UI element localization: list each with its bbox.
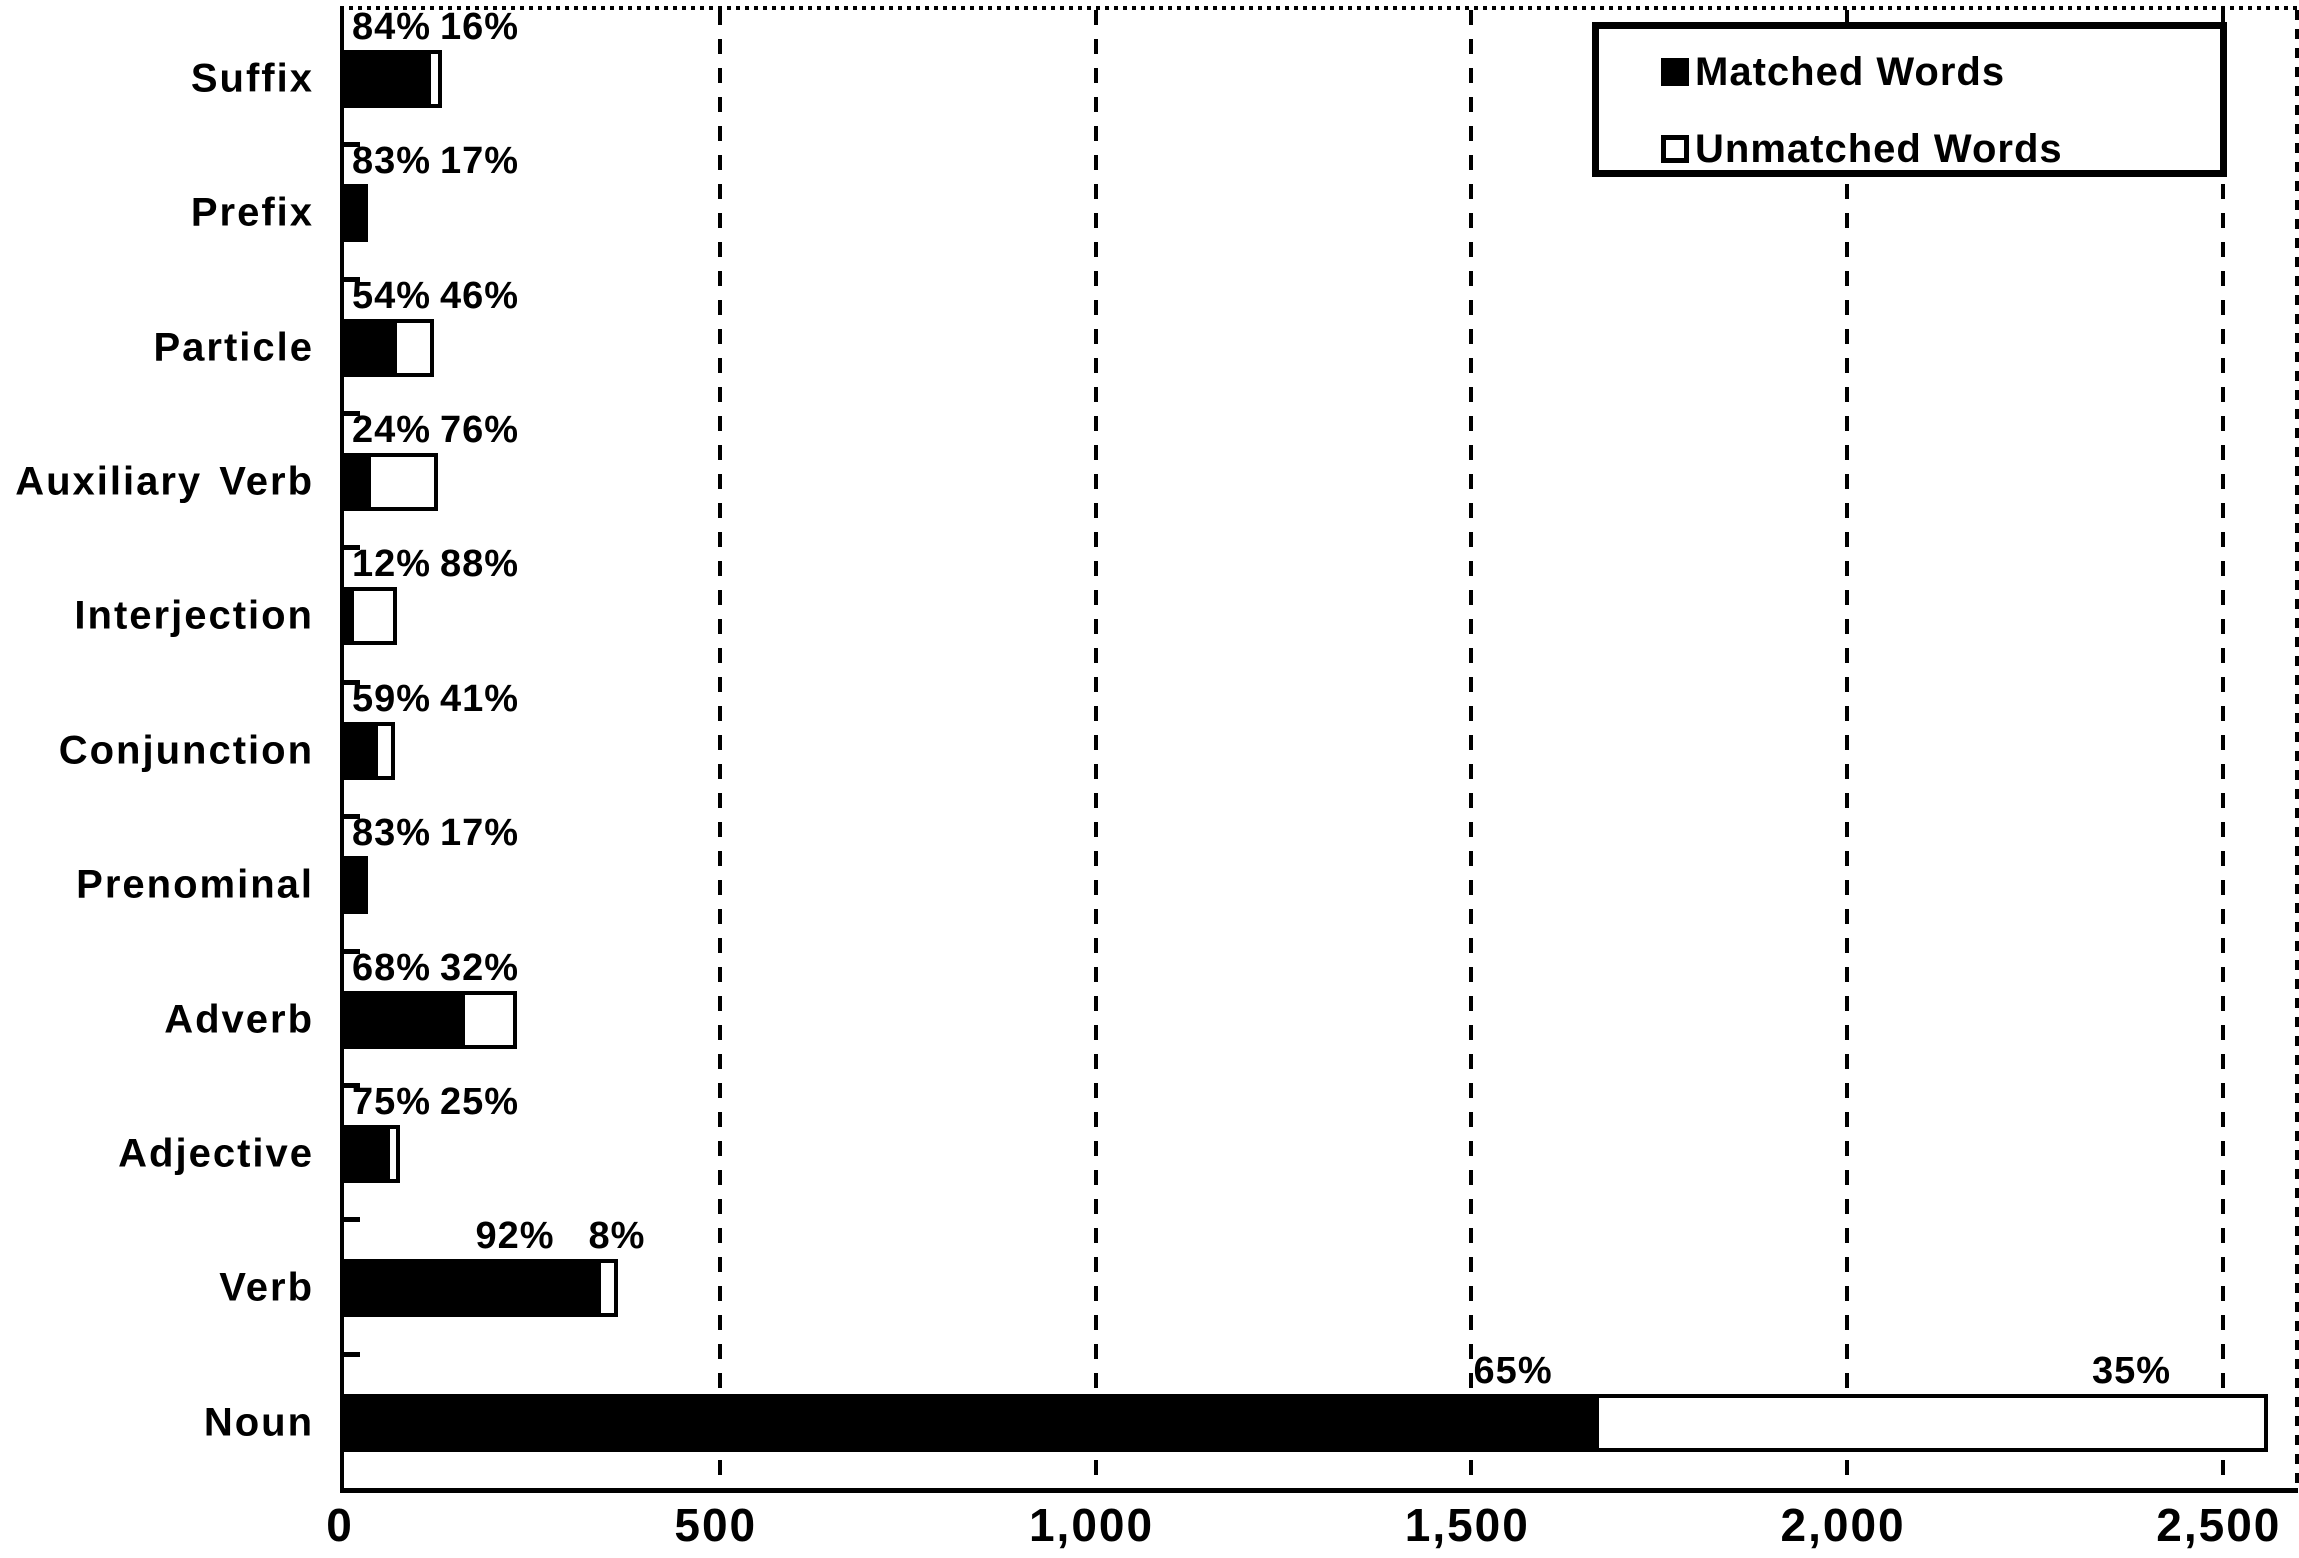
bar-percent-label-unmatched: 17% [440,140,520,183]
bar-percent-label-unmatched: 8% [588,1215,646,1258]
bar-percent-label-unmatched: 41% [440,677,520,720]
matched-bar-segment [344,453,367,512]
bar-percent-label-matched: 84% [352,6,432,48]
bar-percent-label-matched: 75% [352,1080,432,1123]
bar-percent-label-unmatched: 16% [440,6,520,48]
matched-bar-segment [344,990,462,1049]
unmatched-bar-segment [386,1124,401,1183]
gridline-2000 [1845,10,1850,1488]
bar-percent-label-matched: 24% [352,409,432,452]
y-axis-tick [342,679,360,685]
category-label-verb: Verb [219,1265,314,1310]
y-axis-tick [342,1217,360,1223]
category-label-prefix: Prefix [190,190,314,235]
bar-percent-label-matched: 83% [352,812,432,855]
x-axis-label-0: 0 [326,1499,354,1551]
bar-percent-label-unmatched: 25% [440,1080,520,1123]
bar-percent-label-unmatched: 35% [2091,1349,2171,1392]
matched-bar-segment [344,856,360,915]
matched-bar-segment [344,587,350,646]
y-axis-tick [342,411,360,417]
bar-percent-label-matched: 68% [352,946,432,989]
plot-right-border [2295,10,2299,1488]
unmatched-bar-segment [350,587,397,646]
bar-percent-label-matched: 59% [352,677,432,720]
category-label-adverb: Adverb [164,997,314,1042]
bar-percent-label-unmatched: 32% [440,946,520,989]
x-axis-label-500: 500 [674,1499,758,1551]
unmatched-swatch-icon [1661,135,1689,163]
matched-bar-segment [344,1393,1595,1452]
unmatched-bar-segment [426,50,443,108]
matched-bar-segment [344,721,375,780]
y-axis-tick [342,142,360,148]
unmatched-bar-segment [392,318,435,377]
category-label-particle: Particle [153,325,314,370]
unmatched-bar-segment [1594,1393,2268,1452]
matched-bar-segment [344,184,360,243]
bar-percent-label-matched: 54% [352,274,432,317]
legend-label-unmatched: Unmatched Words [1695,127,2063,171]
x-axis-label-1,500: 1,500 [1404,1499,1530,1551]
gridline-1500 [1469,10,1474,1488]
bar-percent-label-matched: 65% [1473,1349,1553,1392]
gridline-2500 [2220,10,2225,1488]
category-label-interjection: Interjection [74,593,314,638]
bar-percent-label-unmatched: 76% [440,409,520,452]
matched-swatch-icon [1661,58,1689,86]
legend: Matched Words Unmatched Words [1592,22,2227,177]
unmatched-bar-segment [596,1259,619,1318]
matched-bar-segment [344,318,393,377]
y-axis-tick [342,1351,360,1357]
bar-percent-label-matched: 83% [352,140,432,183]
x-axis-label-2,500: 2,500 [2156,1499,2282,1551]
legend-label-matched: Matched Words [1695,50,2006,94]
gridline-1000 [1093,10,1098,1488]
bar-percent-label-unmatched: 17% [440,812,520,855]
y-axis-tick [342,545,360,551]
matched-bar-segment [344,1259,597,1318]
bar-percent-label-unmatched: 88% [440,543,520,586]
bar-percent-label-unmatched: 46% [440,274,520,317]
bar-percent-label-matched: 12% [352,543,432,586]
legend-item-matched: Matched Words [1661,50,2006,94]
y-axis-tick [342,276,360,282]
category-label-suffix: Suffix [190,56,314,101]
x-axis-label-2,000: 2,000 [1780,1499,1906,1551]
category-label-adjective: Adjective [118,1131,314,1176]
unmatched-bar-segment [359,184,368,243]
gridline-500 [717,10,722,1488]
y-axis-tick [342,1082,360,1088]
unmatched-bar-segment [359,856,368,915]
matched-bar-segment [344,50,427,108]
plot-top-border [340,6,2298,10]
category-label-auxiliary-verb: Auxiliary Verb [15,459,314,504]
legend-item-unmatched: Unmatched Words [1661,127,2063,171]
y-axis-tick [342,814,360,820]
bar-percent-label-matched: 92% [475,1215,555,1258]
y-axis-tick [342,948,360,954]
unmatched-bar-segment [461,990,517,1049]
category-label-prenominal: Prenominal [76,862,314,907]
plot-area: 84% 16% 83% 17% 54% 46% 24% 76% 12% 88% 59% 41% 83% 1… [340,6,2299,1493]
unmatched-bar-segment [366,453,438,512]
unmatched-bar-segment [374,721,396,780]
category-label-conjunction: Conjunction [58,728,314,773]
category-label-noun: Noun [203,1400,314,1445]
matched-bar-segment [344,1124,387,1183]
x-axis-label-1,000: 1,000 [1028,1499,1155,1551]
